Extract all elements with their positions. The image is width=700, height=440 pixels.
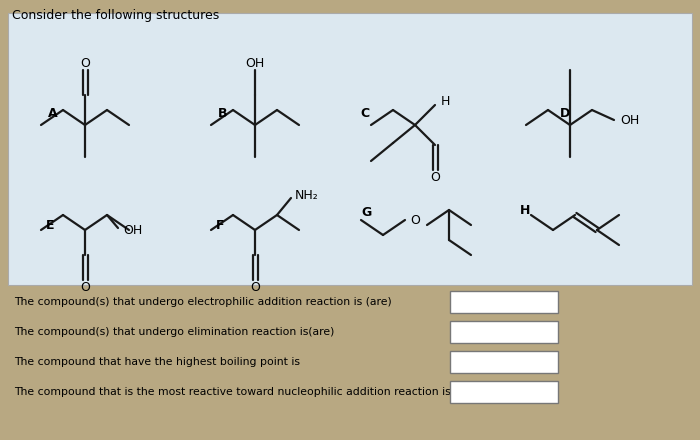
Text: O: O (410, 213, 420, 227)
Bar (0, 285, 700, 440)
Text: B: B (218, 106, 228, 120)
Text: NH₂: NH₂ (295, 188, 318, 202)
Text: D: D (560, 106, 570, 120)
Text: Choose...  ÷: Choose... ÷ (472, 387, 536, 397)
Text: Choose...  ÷: Choose... ÷ (472, 327, 536, 337)
Text: Choose...  ÷: Choose... ÷ (472, 297, 536, 307)
Text: C: C (360, 106, 370, 120)
Text: A: A (48, 106, 58, 120)
Text: OH: OH (620, 114, 639, 127)
Text: H: H (520, 203, 530, 216)
Text: O: O (80, 281, 90, 293)
Text: OH: OH (123, 224, 142, 237)
Text: Choose...  ÷: Choose... ÷ (472, 357, 536, 367)
Text: O: O (250, 281, 260, 293)
Text: The compound(s) that undergo elimination reaction is(are): The compound(s) that undergo elimination… (14, 327, 335, 337)
Text: F: F (216, 219, 224, 231)
Text: G: G (362, 205, 372, 219)
Text: The compound that have the highest boiling point is: The compound that have the highest boili… (14, 357, 300, 367)
Text: Consider the following structures: Consider the following structures (12, 8, 219, 22)
Bar (450, 351, 558, 373)
Text: H: H (441, 95, 450, 107)
Bar (0, 0, 700, 40)
Text: E: E (46, 219, 55, 231)
Text: The compound that is the most reactive toward nucleophilic addition reaction is: The compound that is the most reactive t… (14, 387, 451, 397)
Text: O: O (430, 171, 440, 183)
Bar (450, 321, 558, 343)
Bar (450, 291, 558, 313)
Text: O: O (80, 56, 90, 70)
Text: OH: OH (246, 56, 265, 70)
Bar (450, 381, 558, 403)
Text: The compound(s) that undergo electrophilic addition reaction is (are): The compound(s) that undergo electrophil… (14, 297, 392, 307)
Bar (8, 13, 692, 285)
